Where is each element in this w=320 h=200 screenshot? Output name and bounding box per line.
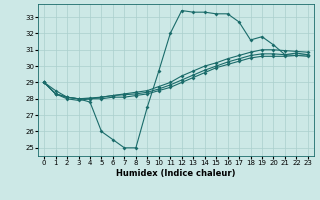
X-axis label: Humidex (Indice chaleur): Humidex (Indice chaleur) [116, 169, 236, 178]
